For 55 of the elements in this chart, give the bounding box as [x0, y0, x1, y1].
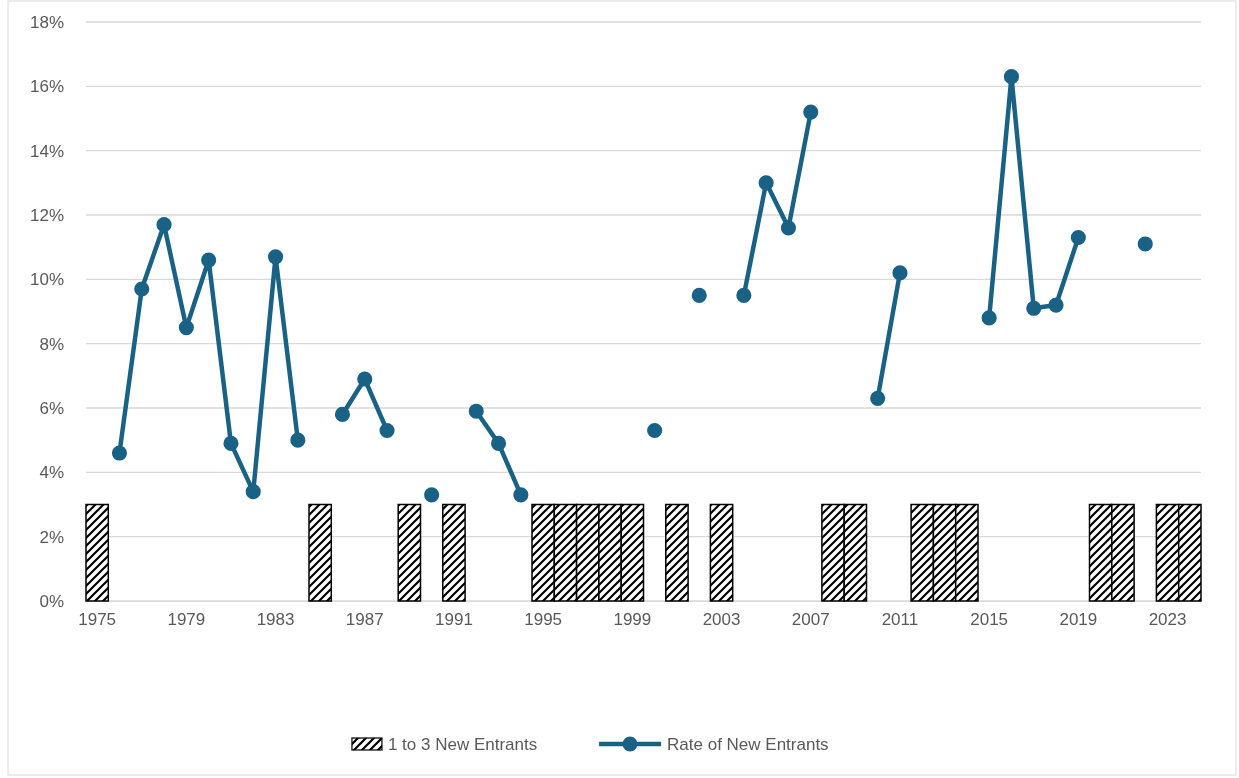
point [758, 175, 774, 191]
y-tick-label: 16% [29, 77, 64, 97]
point [691, 287, 707, 303]
point [981, 310, 997, 326]
x-tick-label: 2023 [1148, 610, 1187, 630]
legend-label: 1 to 3 New Entrants [387, 734, 538, 754]
point [1048, 297, 1064, 313]
point [468, 403, 484, 419]
y-tick-label: 8% [39, 334, 64, 354]
point [513, 487, 529, 503]
x-tick-label: 1999 [613, 610, 652, 630]
point [1070, 229, 1086, 246]
y-tick-label: 18% [29, 12, 64, 32]
x-tick-label: 1991 [435, 610, 473, 630]
y-tick-label: 10% [29, 270, 64, 290]
point [223, 435, 239, 451]
x-tick-label: 2007 [791, 610, 830, 630]
x-tick-label: 1987 [345, 610, 384, 630]
point [111, 445, 128, 461]
point [870, 390, 886, 406]
point [1026, 300, 1042, 316]
point [357, 371, 373, 387]
point [424, 487, 440, 503]
point [134, 281, 150, 297]
point [892, 265, 908, 281]
point [803, 104, 819, 120]
x-tick-label: 2019 [1059, 610, 1098, 630]
point [156, 217, 172, 233]
y-tick-label: 14% [29, 141, 64, 161]
point [290, 432, 306, 448]
point [780, 220, 797, 236]
y-tick-label: 4% [39, 463, 64, 483]
y-tick-label: 12% [29, 205, 64, 225]
point [736, 287, 752, 303]
legend-label: Rate of New Entrants [667, 734, 829, 754]
point [1137, 236, 1153, 252]
y-tick-label: 2% [39, 527, 64, 547]
point [647, 422, 663, 439]
point [245, 484, 261, 500]
x-tick-label: 2015 [970, 610, 1009, 630]
x-tick-label: 2011 [881, 610, 919, 630]
x-tick-label: 2003 [702, 610, 741, 630]
point [490, 435, 507, 451]
point [334, 406, 351, 422]
point [178, 320, 194, 336]
point [379, 422, 395, 439]
point [1003, 69, 1020, 85]
point [201, 252, 217, 268]
x-tick-label: 1979 [167, 610, 206, 630]
x-tick-label: 1983 [256, 610, 295, 630]
y-tick-label: 0% [39, 591, 64, 611]
y-tick-label: 6% [39, 398, 64, 418]
x-tick-label: 1995 [524, 610, 563, 630]
point [267, 249, 284, 265]
x-tick-label: 1975 [78, 610, 117, 630]
